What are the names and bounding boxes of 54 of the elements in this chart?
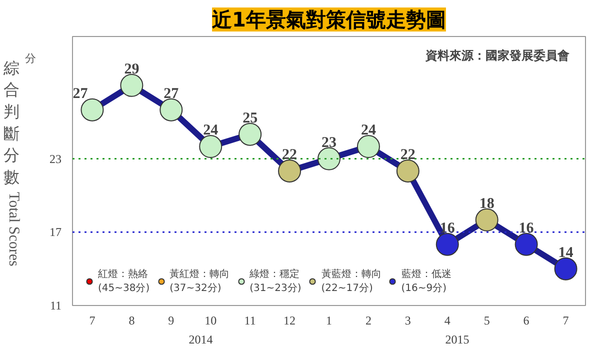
y-tick-label: 17: [50, 225, 62, 240]
y-tick-label: 11: [50, 298, 62, 312]
data-label: 25: [242, 110, 258, 126]
point: [199, 135, 222, 158]
data-label: 23: [322, 134, 336, 151]
legend-label: 黃紅燈：轉向 (37~32分): [170, 268, 230, 295]
x-tick-label: 10: [204, 314, 217, 328]
text: 分: [25, 52, 36, 66]
x-tick-label: 5: [484, 314, 490, 328]
x-tick-label: 12: [284, 314, 296, 328]
x-tick-label: 2: [365, 314, 372, 328]
point: [554, 257, 578, 280]
data-label: 24: [203, 122, 219, 139]
point: [436, 232, 459, 256]
x-tick-label: 11: [244, 314, 256, 328]
chart-title: 近1年景氣對策信號走勢圖: [211, 8, 446, 32]
point: [120, 74, 144, 97]
y-tick-label: 23: [50, 152, 62, 166]
data-label: 24: [360, 122, 376, 139]
y-axis-title: 綜合判斷分數: [2, 58, 20, 187]
point: [318, 147, 340, 170]
data-label: 16: [518, 220, 534, 236]
data-label: 16: [440, 220, 456, 236]
point: [514, 232, 538, 256]
point: [356, 135, 380, 158]
point: [475, 208, 498, 232]
data-label: 22: [282, 147, 298, 163]
legend-label: 紅燈：熱絡 (45~38分): [98, 268, 150, 295]
x-tick-label: 1: [326, 314, 332, 328]
text: 2014: [188, 332, 213, 346]
x-tick-label: 8: [128, 314, 135, 328]
data-label: 14: [558, 244, 574, 261]
x-tick-label: 4: [444, 314, 450, 328]
data-label: 29: [124, 61, 140, 78]
annotation: 資料來源：國家發展委員會: [424, 48, 570, 62]
point: [238, 122, 262, 146]
text: 2015: [445, 332, 470, 346]
point: [278, 160, 302, 182]
legend-label: 藍燈：低迷 (16~9分): [401, 268, 452, 295]
point: [80, 98, 104, 122]
data-label: 18: [479, 196, 494, 212]
data-label: 27: [164, 86, 180, 102]
x-tick-label: 7: [89, 314, 96, 328]
data-label: 27: [72, 86, 88, 102]
x-tick-label: 6: [523, 314, 530, 328]
point: [396, 160, 420, 182]
legend-label: 黃藍燈：轉向 (22~17分): [321, 268, 382, 295]
data-label: 22: [400, 147, 416, 163]
x-tick-label: 9: [168, 314, 174, 328]
text: Total Scores: [6, 192, 22, 266]
point: [160, 98, 183, 122]
x-tick-label: 7: [562, 314, 569, 328]
x-tick-label: 3: [404, 314, 411, 328]
legend-label: 綠燈：穩定 (31~23分): [250, 268, 302, 295]
